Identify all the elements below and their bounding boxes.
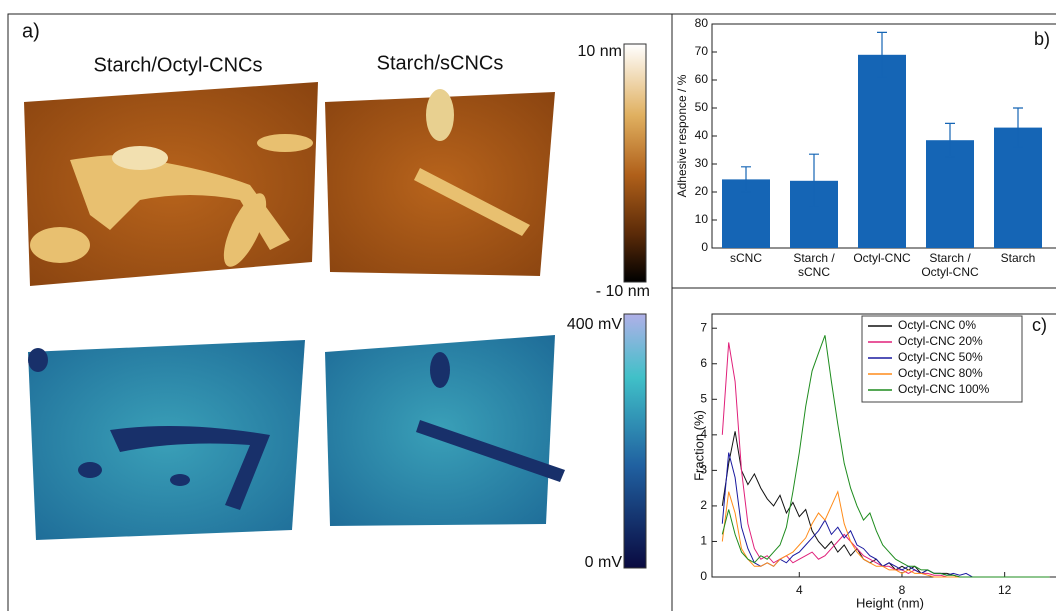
plot-frame <box>711 313 1056 578</box>
x-tick-label: 12 <box>998 583 1012 597</box>
y-tick-label: 5 <box>700 391 707 405</box>
colorbar-label: - 10 nm <box>596 283 650 300</box>
error-bar <box>809 153 819 208</box>
x-tick-label: sCNC <box>730 251 762 265</box>
figure-frame <box>7 13 1056 611</box>
panel-a: a) Starch/Octyl-CNCs Starch/sCNCs 10 nm … <box>22 20 650 571</box>
y-tick-label: 6 <box>700 356 707 370</box>
x-tick-label: Starch / Octyl-CNC <box>921 251 979 279</box>
potential-features <box>28 348 565 510</box>
x-tick-label: 4 <box>796 583 803 597</box>
error-bar <box>877 31 887 78</box>
y-tick-label: 3 <box>700 463 707 477</box>
panel-label: b) <box>1034 29 1050 49</box>
panel-label: c) <box>1032 315 1047 335</box>
y-tick-label: 10 <box>695 212 709 226</box>
y-tick-label: 30 <box>695 156 709 170</box>
x-tick-label: Octyl-CNC <box>853 251 911 265</box>
bar <box>858 54 906 248</box>
x-tick-label: Starch <box>1001 251 1036 265</box>
x-tick-label: 8 <box>899 583 906 597</box>
height-colorbar <box>623 43 647 283</box>
y-tick-label: 40 <box>695 128 709 142</box>
y-tick-label: 0 <box>700 569 707 583</box>
x-axis-label: Height (nm) <box>856 595 924 610</box>
x-tick-label: Starch / sCNC <box>793 251 835 279</box>
series-line <box>721 335 1050 578</box>
y-tick-label: 2 <box>700 498 707 512</box>
fibril-features <box>30 89 530 267</box>
legend-label: Octyl-CNC 0% <box>898 318 976 332</box>
y-tick-label: 0 <box>701 240 708 254</box>
y-tick-label: 60 <box>695 72 709 86</box>
y-tick-label: 4 <box>700 427 707 441</box>
series-line <box>721 452 1050 578</box>
y-axis-label: Adhesive responce / % <box>675 74 689 197</box>
error-bar <box>1013 107 1023 148</box>
y-tick-label: 7 <box>700 320 707 334</box>
potential-colorbar <box>623 313 647 569</box>
legend-label: Octyl-CNC 20% <box>898 334 983 348</box>
image-title: Starch/Octyl-CNCs <box>94 54 263 76</box>
y-tick-label: 80 <box>695 16 709 30</box>
error-bar <box>945 122 955 158</box>
y-tick-label: 50 <box>695 100 709 114</box>
legend-label: Octyl-CNC 80% <box>898 366 983 380</box>
y-axis-label: Fraction (%) <box>691 410 706 481</box>
image-title: Starch/sCNCs <box>377 52 504 74</box>
legend-label: Octyl-CNC 100% <box>898 382 990 396</box>
colorbar-label: 0 mV <box>585 554 623 571</box>
y-tick-label: 70 <box>695 44 709 58</box>
colorbar-label: 10 nm <box>578 43 622 60</box>
error-bar <box>741 166 751 193</box>
legend-label: Octyl-CNC 50% <box>898 350 983 364</box>
legend-box <box>861 315 1023 403</box>
y-tick-label: 1 <box>700 534 707 548</box>
colorbar-label: 400 mV <box>567 316 622 333</box>
bar <box>926 140 974 248</box>
panel-label: a) <box>22 20 40 42</box>
y-tick-label: 20 <box>695 184 709 198</box>
